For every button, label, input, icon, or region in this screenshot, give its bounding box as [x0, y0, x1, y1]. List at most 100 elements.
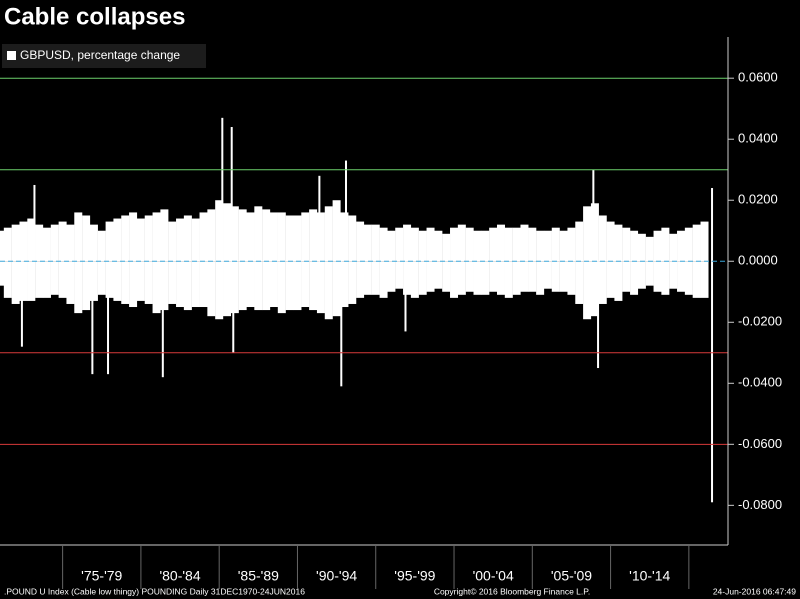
- bar: [340, 261, 349, 308]
- bar: [160, 261, 169, 311]
- bar: [91, 261, 94, 375]
- bar: [50, 224, 59, 262]
- bar: [700, 221, 709, 262]
- bar: [711, 188, 714, 262]
- bar: [442, 261, 451, 292]
- x-tick-label: '75-'79: [81, 568, 122, 584]
- bar: [583, 206, 592, 262]
- bar: [512, 227, 521, 262]
- bar: [262, 261, 271, 311]
- bar: [11, 261, 20, 304]
- bar: [340, 212, 349, 262]
- bar: [318, 175, 321, 262]
- bar: [661, 261, 670, 295]
- bar: [11, 224, 20, 262]
- bar: [74, 212, 83, 262]
- bar: [450, 227, 459, 262]
- bar: [473, 261, 482, 295]
- bar: [630, 261, 639, 295]
- bar: [551, 227, 560, 262]
- bar: [168, 221, 177, 262]
- bar: [481, 261, 490, 295]
- bar: [113, 218, 122, 262]
- bar: [590, 203, 599, 262]
- bar: [269, 212, 278, 262]
- bar: [520, 224, 529, 262]
- legend-box: [2, 44, 206, 68]
- bar: [293, 215, 302, 262]
- bar: [434, 230, 443, 262]
- bar: [129, 212, 138, 262]
- y-tick-label: 0.0400: [738, 131, 778, 146]
- bar: [0, 261, 4, 286]
- bar: [512, 261, 521, 295]
- bar: [309, 261, 318, 311]
- bar: [711, 261, 714, 503]
- x-tick-label: '00-'04: [473, 568, 514, 584]
- y-tick-label: -0.0200: [738, 314, 782, 329]
- bar: [551, 261, 560, 292]
- y-tick-label: -0.0600: [738, 436, 782, 451]
- bar: [583, 261, 592, 320]
- bar: [199, 212, 208, 262]
- bar: [559, 261, 568, 292]
- bar: [597, 261, 600, 369]
- bar: [528, 227, 537, 262]
- bar: [590, 261, 599, 317]
- bar: [121, 261, 130, 304]
- y-tick-label: 0.0600: [738, 70, 778, 85]
- bar: [575, 261, 584, 304]
- bar: [277, 212, 286, 262]
- bar: [230, 127, 233, 262]
- bar: [285, 261, 294, 311]
- bar: [20, 261, 23, 347]
- bar: [371, 261, 380, 295]
- bar: [152, 212, 161, 262]
- bar: [207, 261, 216, 317]
- bar: [669, 233, 678, 262]
- bar: [504, 261, 513, 298]
- bar: [74, 261, 83, 314]
- bar: [301, 261, 310, 308]
- bar: [592, 169, 595, 262]
- bar: [254, 261, 263, 311]
- y-tick-label: 0.0000: [738, 253, 778, 268]
- bar: [677, 261, 686, 292]
- bar: [129, 261, 138, 308]
- bar: [684, 261, 693, 295]
- bar: [42, 261, 51, 298]
- bar: [246, 212, 255, 262]
- bar: [598, 215, 607, 262]
- bar: [238, 209, 247, 262]
- bar: [199, 261, 208, 308]
- bar: [176, 218, 185, 262]
- bar: [661, 227, 670, 262]
- y-tick-label: 0.0200: [738, 192, 778, 207]
- bar: [105, 221, 114, 262]
- bar: [637, 233, 646, 262]
- bar: [82, 261, 91, 311]
- bar: [457, 261, 466, 295]
- bar: [238, 261, 247, 311]
- bar: [387, 261, 396, 292]
- bar: [363, 261, 372, 295]
- bar: [426, 261, 435, 292]
- bar: [269, 261, 278, 308]
- bar: [403, 224, 412, 262]
- bar: [105, 261, 114, 298]
- bar: [42, 227, 51, 262]
- bar: [614, 261, 623, 301]
- bar: [598, 261, 607, 304]
- bar: [19, 261, 28, 301]
- bar: [403, 261, 412, 295]
- bar: [344, 160, 347, 262]
- bar: [426, 227, 435, 262]
- bar: [168, 261, 177, 304]
- bar: [223, 261, 232, 317]
- bar: [332, 261, 341, 317]
- bar: [33, 184, 36, 262]
- bar: [27, 218, 36, 262]
- bar: [230, 206, 239, 262]
- bar: [82, 215, 91, 262]
